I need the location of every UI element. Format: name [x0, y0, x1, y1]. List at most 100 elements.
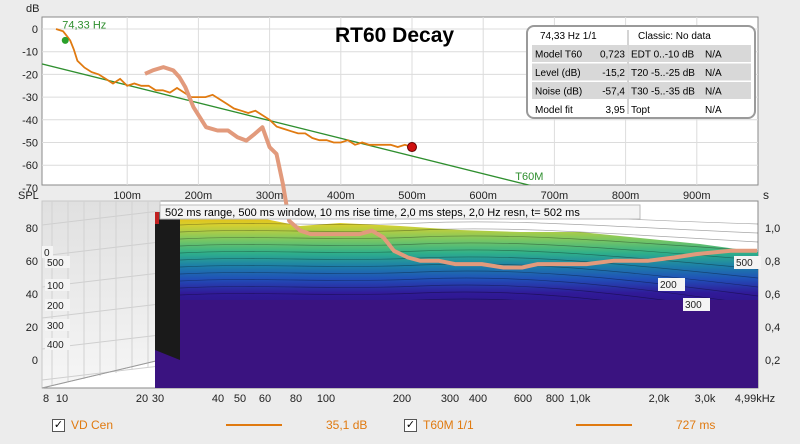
legend-name: VD Cen [71, 418, 114, 432]
check-icon[interactable]: ✓ [52, 418, 65, 432]
depth-label-bg [42, 246, 53, 258]
frequency-tick-label: 200 [393, 393, 411, 405]
rt60-info-box: 74,33 Hz 1/1 Classic: No data Model T60 0,7… [526, 25, 756, 119]
decay-y-tick-label: 0 [32, 24, 38, 36]
waterfall-depth-label: 300 [47, 321, 64, 332]
waterfall-floor [155, 300, 758, 388]
waterfall-front-edge [155, 212, 180, 360]
frequency-tick-label: 50 [234, 393, 246, 405]
vd-cen-curve [144, 65, 757, 270]
info-row-bg [532, 82, 628, 99]
info-row-bg [629, 45, 751, 62]
waterfall-depth-label: 400 [47, 340, 64, 351]
depth-label-bg [45, 338, 70, 350]
waterfall-slice-line [179, 284, 759, 315]
waterfall-slice-line [179, 263, 759, 288]
waterfall-surface [144, 65, 759, 388]
waterfall-wall-grid [41, 303, 161, 319]
waterfall-right-tick-label: 0,8 [765, 256, 780, 268]
legend-value-vd-cen-wrap: 35,1 dB [326, 414, 367, 436]
waterfall-right-tick-label: 1,0 [765, 223, 780, 235]
frequency-tick-label: 20 [136, 393, 148, 405]
frequency-tick-label: 40 [212, 393, 224, 405]
info-row-bg [532, 63, 628, 81]
info-key: EDT 0..-10 dB [631, 50, 695, 61]
frequency-tick-label: 1,0k [570, 393, 591, 405]
decay-x-tick-label: 900m [683, 190, 711, 202]
info-value: 3,95 [606, 105, 626, 116]
info-header-left: 74,33 Hz 1/1 [540, 31, 597, 42]
waterfall-depth-label: 300 [685, 300, 702, 311]
frequency-tick-label: 3,0k [695, 393, 716, 405]
plot-title: RT60 Decay [335, 24, 454, 47]
decay-y-tick-label: -40 [22, 115, 38, 127]
depth-label-bg [45, 319, 70, 331]
waterfall-slice-line [179, 277, 759, 306]
info-row-bg [629, 82, 751, 99]
decay-end-marker [407, 142, 417, 153]
waterfall-left-wall [41, 200, 161, 389]
check-icon[interactable]: ✓ [404, 418, 417, 432]
legend-name: T60M 1/1 [423, 418, 474, 432]
decay-y-label: dB [26, 3, 39, 15]
waterfall-slice-line [179, 235, 759, 252]
decay-y-tick-label: -10 [22, 47, 38, 59]
info-key: Topt [631, 105, 650, 116]
waterfall-slice-line [179, 221, 759, 234]
legend-value: 727 ms [676, 418, 716, 432]
decay-y-axis: 0 -10 -20 -30 -40 -50 -60 -70 [22, 24, 38, 195]
info-value: N/A [705, 50, 722, 61]
depth-label-bg [45, 256, 70, 268]
info-row-bg [629, 63, 751, 81]
waterfall-peak-edge [155, 212, 159, 224]
info-key: Model fit [535, 105, 573, 116]
waterfall-y-tick-label: 0 [32, 355, 38, 367]
info-key: Noise (dB) [535, 87, 582, 98]
waterfall-y-label: SPL [18, 190, 39, 202]
decay-x-tick-label: 800m [612, 190, 640, 202]
info-header-right: Classic: No data [638, 31, 711, 42]
info-value: 0,723 [600, 50, 625, 61]
decay-x-tick-label: 500m [398, 190, 426, 202]
waterfall-depth-label: 100 [47, 281, 64, 292]
frequency-tick-label: 10 [56, 393, 68, 405]
decay-curve-line [55, 28, 413, 148]
info-key: T20 -5..-25 dB [631, 68, 695, 79]
depth-label-bg [45, 279, 70, 291]
legend-item-vd-cen[interactable]: ✓ VD Cen [52, 414, 113, 436]
info-row-bg [532, 45, 628, 62]
marker-point [61, 36, 69, 44]
info-value: N/A [705, 87, 722, 98]
waterfall-info-text: 502 ms range, 500 ms window, 10 ms rise … [165, 207, 580, 219]
waterfall-slice-line [179, 270, 759, 297]
waterfall-axes: 8060402001,00,80,60,40,20500100200300400… [26, 223, 781, 405]
waterfall-wall-grid [41, 241, 161, 257]
decay-x-tick-label: 400m [327, 190, 355, 202]
frequency-tick-label: 2,0k [649, 393, 670, 405]
info-rows: 74,33 Hz 1/1 Classic: No data Model T60 0,7… [532, 30, 751, 116]
waterfall-y-tick-label: 60 [26, 256, 38, 268]
waterfall-depth-label: 200 [47, 301, 64, 312]
frequency-tick-label: 30 [152, 393, 164, 405]
decay-x-tick-label: 700m [541, 190, 569, 202]
decay-y-tick-label: -50 [22, 138, 38, 150]
info-value: -15,2 [602, 68, 625, 79]
waterfall-y-tick-label: 80 [26, 223, 38, 235]
decay-x-label: s [763, 188, 769, 202]
depth-label-bg [658, 278, 685, 291]
legend-swatch-t60m [576, 424, 632, 426]
legend-swatch-vd-cen [226, 424, 282, 426]
waterfall-slice-line [179, 242, 759, 261]
decay-y-tick-label: -60 [22, 160, 38, 172]
waterfall-slice-line [179, 228, 759, 243]
info-key: T30 -5..-35 dB [631, 87, 695, 98]
decay-series-layer: T60M 74,33 Hz [42, 19, 543, 185]
decay-x-tick-label: 300m [256, 190, 284, 202]
info-value: N/A [705, 105, 722, 116]
waterfall-wall-grid [41, 210, 161, 226]
legend-item-t60m[interactable]: ✓ T60M 1/1 [404, 414, 474, 436]
waterfall-wall-grid [41, 365, 161, 381]
depth-label-bg [734, 256, 761, 269]
info-key: Level (dB) [535, 68, 581, 79]
